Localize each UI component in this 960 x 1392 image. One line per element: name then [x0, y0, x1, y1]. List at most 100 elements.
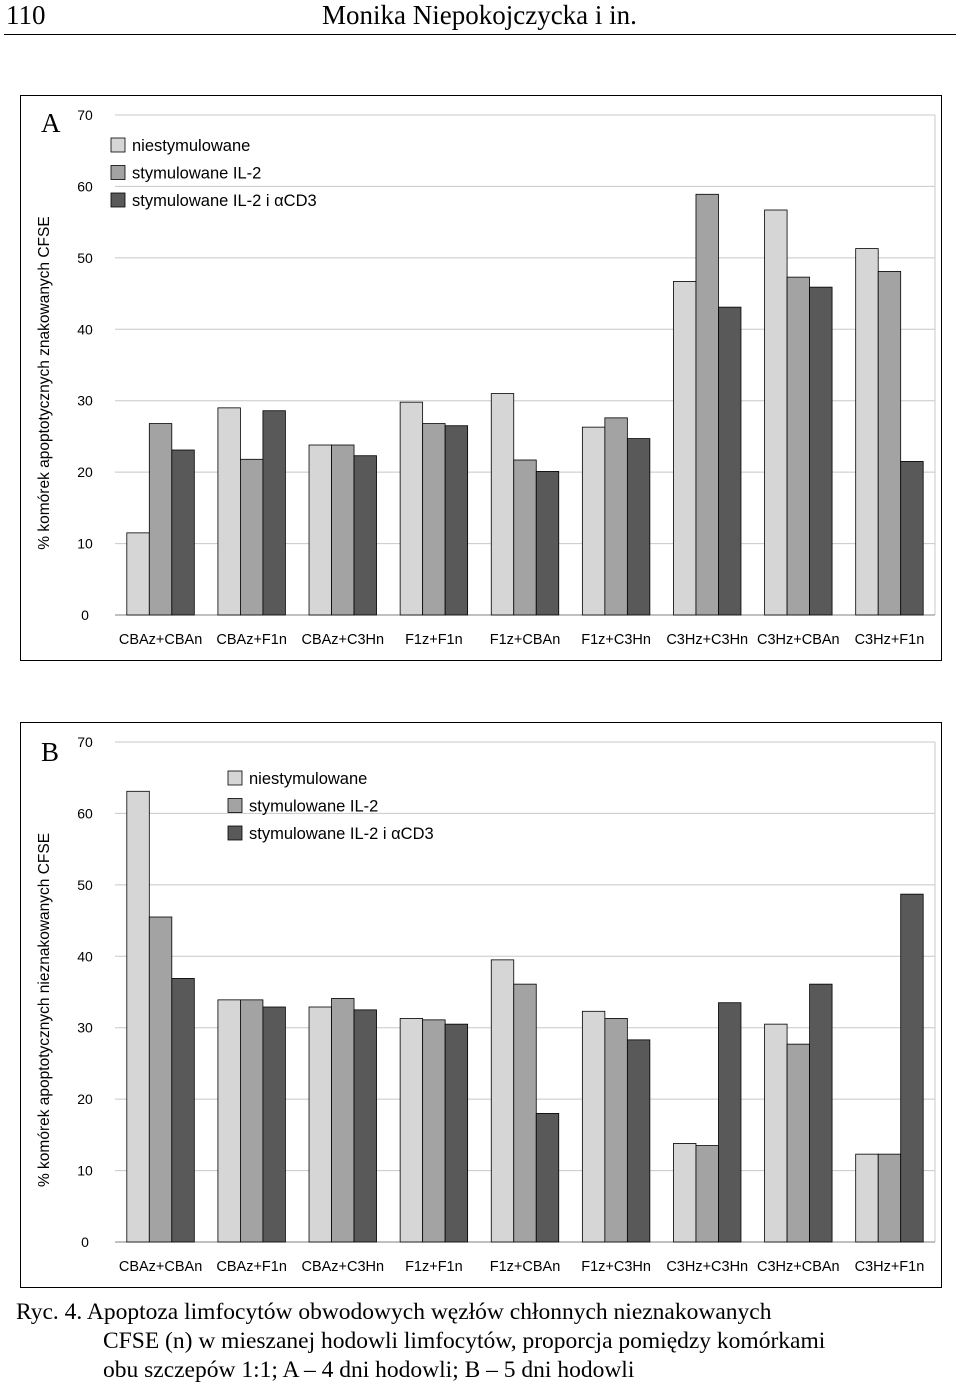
caption-line-3: obu szczepów 1:1; A – 4 dni hodowli; B –… [103, 1357, 635, 1383]
panel-label-b: B [41, 737, 59, 767]
legend-swatch-3 [110, 192, 126, 208]
bar-c3hz-f1n-series-2 [877, 1153, 902, 1243]
x-tick-label: F1z+F1n [405, 1259, 463, 1275]
y-tick-label: 50 [77, 877, 93, 893]
y-tick-label: 60 [77, 805, 93, 821]
x-tick-label: CBAz+F1n [216, 632, 287, 648]
bar-f1z-cban-series-1 [490, 959, 515, 1243]
x-tick-label: F1z+C3Hn [581, 1259, 651, 1275]
y-axis-label: % komórek apoptotycznych nieznakowanych … [36, 833, 53, 1187]
bar-f1z-f1n-series-1 [399, 401, 424, 616]
bar-f1z-cban-series-2 [513, 983, 537, 1243]
x-tick-label: C3Hz+C3Hn [666, 632, 748, 648]
bar-f1z-cban-series-2 [513, 459, 537, 616]
y-tick-label: 70 [77, 734, 93, 750]
bar-cbaz-c3hn-series-1 [308, 1006, 332, 1243]
bar-f1z-f1n-series-2 [422, 423, 446, 616]
legend-label: stymulowane IL-2 i αCD3 [249, 825, 434, 843]
y-tick-label: 20 [77, 1091, 93, 1107]
bar-f1z-f1n-series-1 [399, 1018, 424, 1243]
y-tick-label: 70 [77, 107, 93, 123]
bar-cbaz-cban-series-3 [171, 978, 195, 1243]
bar-cbaz-f1n-series-1 [217, 999, 241, 1243]
bar-c3hz-c3hn-series-3 [718, 306, 742, 616]
y-tick-label: 40 [77, 948, 93, 964]
bar-f1z-c3hn-series-3 [626, 1039, 651, 1243]
bar-f1z-f1n-series-3 [444, 425, 469, 616]
x-tick-label: F1z+C3Hn [581, 632, 651, 648]
y-tick-label: 30 [77, 393, 93, 409]
bar-cbaz-cban-series-1 [126, 790, 150, 1243]
bar-f1z-f1n-series-3 [444, 1023, 469, 1243]
x-tick-label: CBAz+CBAn [119, 632, 202, 648]
legend-swatch-2 [227, 798, 243, 813]
legend-label: niestymulowane [132, 137, 250, 155]
page-header: 110 Monika Niepokojczycka i in. [0, 0, 960, 35]
chart-a-svg: 0 10 20 30 40 50 60 70 CBAz+CBAn CBAz+F1n CBAz+C3H… [36, 107, 936, 648]
bar-cbaz-c3hn-series-1 [308, 444, 332, 616]
bar-f1z-c3hn-series-1 [581, 426, 606, 616]
x-tick-label: F1z+CBAn [490, 1259, 561, 1275]
legend-label: stymulowane IL-2 [132, 165, 261, 183]
bar-f1z-cban-series-1 [490, 393, 515, 616]
y-tick-label: 10 [77, 1163, 93, 1179]
bar-c3hz-cban-series-2 [786, 1043, 810, 1243]
y-tick-label: 40 [77, 321, 93, 337]
bar-f1z-c3hn-series-1 [581, 1010, 606, 1243]
x-tick-label: CBAz+C3Hn [301, 632, 384, 648]
y-tick-label: 50 [77, 250, 93, 266]
y-tick-label: 0 [81, 1234, 89, 1250]
bar-f1z-c3hn-series-3 [626, 438, 651, 616]
y-tick-label: 20 [77, 464, 93, 480]
x-tick-label: C3Hz+F1n [855, 632, 925, 648]
y-tick-label: 10 [77, 536, 93, 552]
bar-cbaz-f1n-series-1 [217, 407, 241, 616]
bar-cbaz-cban-series-2 [148, 423, 173, 616]
x-tick-label: CBAz+F1n [216, 1259, 287, 1275]
x-tick-label: CBAz+C3Hn [301, 1259, 384, 1275]
bar-c3hz-f1n-series-2 [877, 271, 902, 616]
legend-label: stymulowane IL-2 [249, 798, 378, 816]
legend-label: niestymulowane [249, 770, 367, 788]
running-head-authors: Monika Niepokojczycka i in. [322, 0, 637, 30]
caption-line-2: CFSE (n) w mieszanej hodowli limfocytów,… [103, 1328, 826, 1354]
bar-c3hz-c3hn-series-3 [718, 1002, 742, 1243]
bar-c3hz-c3hn-series-2 [695, 193, 719, 616]
y-tick-label: 0 [81, 607, 89, 623]
bar-f1z-f1n-series-2 [422, 1019, 446, 1243]
bar-cbaz-c3hn-series-2 [331, 998, 355, 1243]
bar-c3hz-f1n-series-3 [900, 893, 924, 1243]
bar-cbaz-f1n-series-2 [240, 999, 264, 1243]
x-tick-label: F1z+CBAn [490, 632, 561, 648]
bar-c3hz-cban-series-1 [764, 209, 788, 616]
bar-c3hz-c3hn-series-1 [673, 1143, 697, 1243]
bar-f1z-cban-series-3 [535, 1113, 560, 1243]
x-tick-label: CBAz+CBAn [119, 1259, 202, 1275]
x-tick-label: C3Hz+C3Hn [666, 1259, 748, 1275]
bar-f1z-cban-series-3 [535, 471, 560, 616]
chart-panel-b: 0 10 20 30 40 50 60 70 CBAz+CBAn CBAz+F1n CBAz+C3H… [20, 722, 942, 1288]
bar-cbaz-c3hn-series-2 [331, 444, 355, 616]
x-tick-label: C3Hz+CBAn [757, 1259, 840, 1275]
bar-cbaz-cban-series-3 [171, 449, 195, 616]
bar-cbaz-c3hn-series-3 [353, 455, 377, 616]
header-rule [4, 34, 956, 35]
bar-c3hz-c3hn-series-2 [695, 1145, 719, 1243]
bar-c3hz-c3hn-series-1 [673, 281, 697, 616]
legend-swatch-3 [227, 825, 243, 841]
bar-c3hz-f1n-series-1 [855, 1153, 879, 1243]
bar-cbaz-f1n-series-2 [240, 458, 264, 616]
bar-c3hz-cban-series-1 [764, 1023, 788, 1243]
legend-label: stymulowane IL-2 i αCD3 [132, 192, 317, 210]
bar-c3hz-cban-series-3 [809, 286, 833, 616]
chart-panel-a: 0 10 20 30 40 50 60 70 CBAz+CBAn CBAz+F1n CBAz+C3H… [20, 95, 942, 661]
x-tick-label: C3Hz+CBAn [757, 632, 840, 648]
bar-cbaz-f1n-series-3 [262, 410, 286, 616]
bar-cbaz-cban-series-1 [126, 532, 150, 616]
x-tick-label: F1z+F1n [405, 632, 463, 648]
page-number: 110 [6, 0, 46, 30]
bar-f1z-c3hn-series-2 [604, 417, 628, 616]
y-tick-label: 60 [77, 178, 93, 194]
bar-c3hz-cban-series-3 [809, 983, 833, 1243]
figure-caption: Ryc. 4. Apoptoza limfocytów obwodowych w… [16, 1298, 946, 1385]
